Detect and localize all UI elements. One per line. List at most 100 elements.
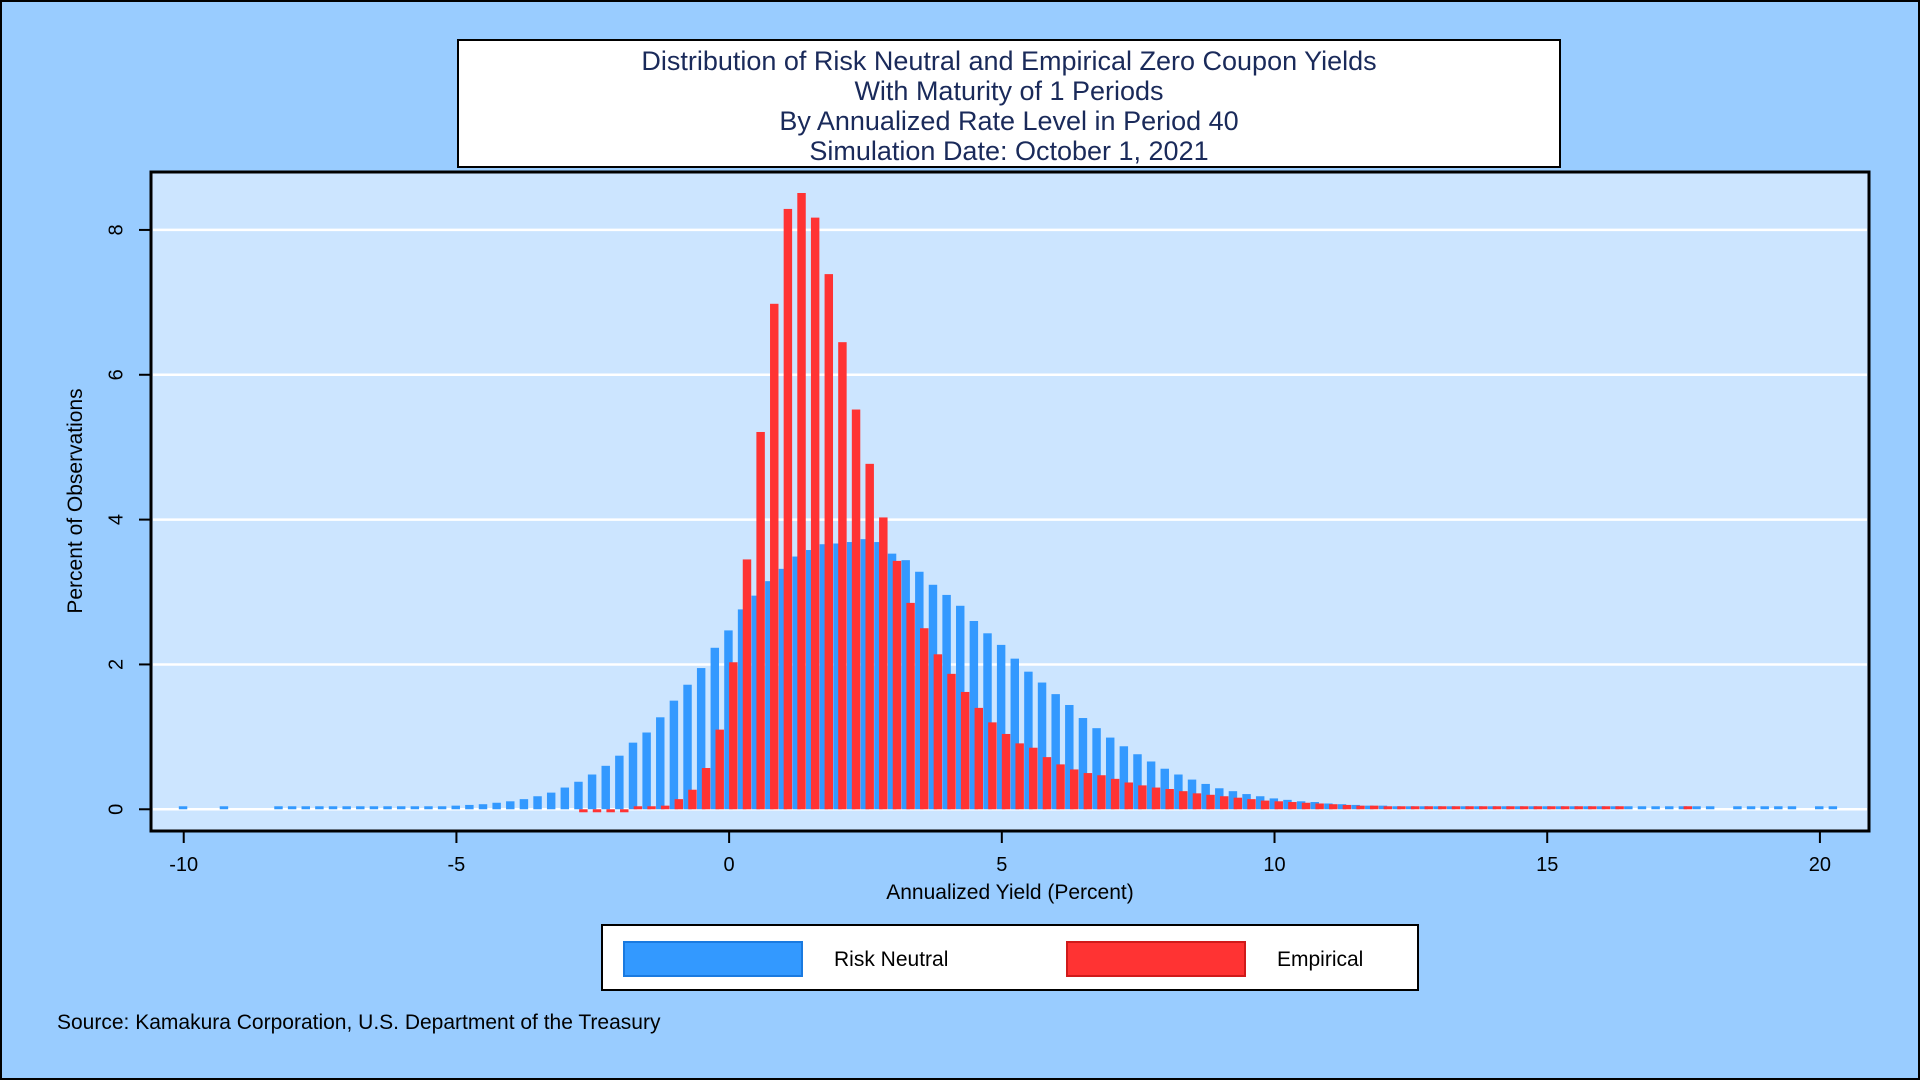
bar-empirical: [647, 806, 656, 810]
bar-risk-neutral: [1269, 798, 1279, 810]
bar-risk-neutral: [642, 732, 651, 810]
bar-risk-neutral: [1651, 806, 1660, 810]
bar-empirical: [824, 274, 834, 810]
bar-empirical: [1260, 800, 1270, 810]
bar-empirical: [1574, 806, 1583, 810]
bar-risk-neutral: [806, 550, 815, 810]
bar-risk-neutral: [1419, 806, 1429, 810]
bar-risk-neutral: [356, 806, 365, 810]
bar-risk-neutral: [1733, 806, 1742, 810]
bar-empirical: [1356, 805, 1365, 810]
bar-empirical: [1001, 733, 1011, 810]
bar-risk-neutral: [601, 765, 610, 810]
bar-risk-neutral: [369, 806, 379, 810]
bar-empirical: [620, 809, 629, 813]
bar-risk-neutral: [492, 802, 501, 810]
bar-risk-neutral: [942, 594, 951, 810]
bar-empirical: [1329, 804, 1338, 810]
bar-empirical: [715, 729, 724, 810]
bar-empirical: [1506, 806, 1515, 810]
bar-risk-neutral: [1569, 806, 1579, 810]
bar-risk-neutral: [765, 581, 774, 810]
bar-empirical: [701, 768, 711, 810]
bar-risk-neutral: [1105, 737, 1115, 810]
bar-risk-neutral: [1474, 806, 1483, 810]
chart-title-line-2: With Maturity of 1 Periods: [854, 76, 1164, 106]
bar-risk-neutral: [315, 806, 324, 810]
bar-empirical: [1097, 775, 1106, 810]
bar-empirical: [1533, 806, 1543, 810]
x-tick-label--10: -10: [169, 854, 198, 876]
axes: 0 2 4 6 8 -10 -5 0 5 10 15 20: [105, 224, 1831, 876]
bar-risk-neutral: [1610, 806, 1619, 810]
bar-empirical: [1165, 789, 1174, 810]
bar-empirical: [606, 809, 615, 813]
bar-risk-neutral: [1283, 799, 1292, 810]
chart-title-line-3: By Annualized Rate Level in Period 40: [779, 106, 1239, 136]
bar-risk-neutral: [1228, 791, 1238, 810]
bar-empirical: [960, 691, 970, 810]
bar-risk-neutral: [915, 571, 924, 810]
bar-risk-neutral: [1024, 671, 1033, 810]
legend-label-risk-neutral: Risk Neutral: [834, 948, 949, 971]
x-tick-label-10: 10: [1263, 854, 1285, 876]
bar-risk-neutral: [1828, 806, 1838, 810]
bar-risk-neutral: [724, 630, 733, 810]
bar-empirical: [1315, 803, 1324, 810]
source-note: Source: Kamakura Corporation, U.S. Depar…: [57, 1011, 661, 1034]
bar-empirical: [838, 342, 847, 810]
bar-risk-neutral: [751, 595, 760, 810]
bar-risk-neutral: [710, 647, 720, 810]
bar-empirical: [906, 602, 915, 810]
bar-risk-neutral: [846, 542, 856, 810]
bar-risk-neutral: [1296, 801, 1306, 810]
bar-empirical: [1301, 802, 1311, 810]
bar-empirical: [1151, 787, 1161, 810]
bar-risk-neutral: [465, 804, 474, 810]
bar-risk-neutral: [1242, 794, 1251, 810]
bar-risk-neutral: [1037, 682, 1047, 810]
bar-risk-neutral: [1501, 806, 1510, 810]
bar-empirical: [1424, 806, 1433, 810]
bar-risk-neutral: [1174, 774, 1183, 810]
bar-risk-neutral: [1324, 803, 1333, 810]
bar-empirical: [688, 789, 697, 810]
bar-risk-neutral: [1051, 694, 1060, 810]
bar-risk-neutral: [1705, 806, 1715, 810]
bar-risk-neutral: [396, 806, 406, 810]
x-tick-label-20: 20: [1809, 854, 1831, 876]
bar-empirical: [1015, 743, 1024, 810]
bar-empirical: [1492, 806, 1502, 810]
bar-empirical: [892, 560, 902, 810]
bar-risk-neutral: [533, 796, 542, 810]
bar-risk-neutral: [1160, 768, 1169, 810]
bar-empirical: [579, 809, 588, 813]
bar-empirical: [1233, 797, 1243, 810]
x-axis-label: Annualized Yield (Percent): [886, 881, 1133, 904]
bar-risk-neutral: [1065, 704, 1074, 810]
x-tick-label-0: 0: [724, 854, 735, 876]
bar-empirical: [783, 208, 793, 810]
bar-empirical: [756, 431, 765, 810]
bar-risk-neutral: [287, 806, 297, 810]
bar-risk-neutral: [887, 553, 897, 810]
y-tick-label-0: 0: [105, 804, 127, 815]
bar-empirical: [1465, 806, 1474, 810]
bar-risk-neutral: [1746, 806, 1756, 810]
bar-empirical: [1601, 806, 1611, 810]
bar-risk-neutral: [1487, 806, 1497, 810]
y-axis-label: Percent of Observations: [64, 388, 87, 613]
bar-risk-neutral: [901, 560, 910, 810]
chart-title-box: Distribution of Risk Neutral and Empiric…: [457, 39, 1561, 168]
bar-empirical: [1369, 805, 1379, 810]
bar-risk-neutral: [1201, 783, 1210, 810]
bar-risk-neutral: [478, 804, 488, 810]
bar-empirical: [1615, 806, 1624, 810]
bar-risk-neutral: [1378, 805, 1388, 810]
bar-risk-neutral: [1542, 806, 1551, 810]
bar-risk-neutral: [178, 806, 188, 810]
bar-empirical: [1042, 757, 1052, 810]
x-tick-label--5: -5: [448, 854, 466, 876]
bar-risk-neutral: [792, 556, 801, 810]
bar-empirical: [729, 662, 738, 810]
